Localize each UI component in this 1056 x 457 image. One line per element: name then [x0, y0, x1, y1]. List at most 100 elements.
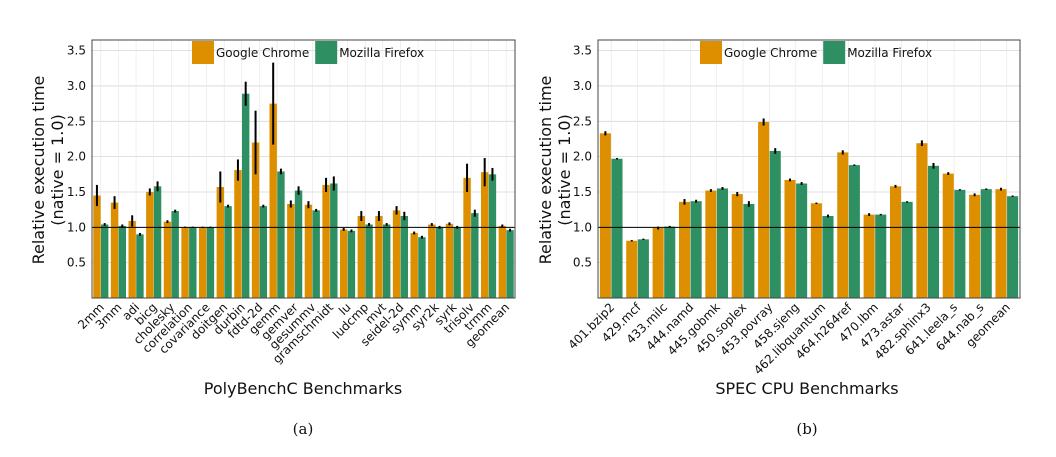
bar — [743, 203, 755, 298]
bar — [995, 189, 1007, 298]
bar — [848, 165, 860, 298]
plot-frame — [597, 39, 1021, 299]
bar — [927, 165, 940, 298]
bar — [758, 121, 770, 298]
y-axis-label: Relative execution time — [536, 76, 555, 265]
y-tick-label: 2.0 — [573, 150, 592, 164]
bar — [611, 158, 623, 298]
bar — [506, 230, 514, 298]
bar — [365, 224, 373, 298]
x-axis-label: PolyBenchC Benchmarks — [204, 379, 402, 398]
bar — [498, 225, 507, 298]
y-tick-label: 0.5 — [573, 256, 592, 270]
bar — [347, 230, 356, 298]
bar — [100, 224, 109, 298]
bar — [716, 188, 729, 298]
series-chrome — [599, 118, 1007, 298]
bar — [234, 170, 242, 298]
bar — [652, 228, 664, 298]
legend: Google Chrome Mozilla Firefox — [192, 41, 424, 64]
legend-swatch — [700, 41, 722, 64]
bar — [690, 201, 702, 298]
bar — [954, 189, 966, 298]
bar — [731, 194, 743, 298]
bar — [463, 177, 471, 298]
bar — [637, 239, 649, 298]
bar — [1007, 196, 1019, 298]
bar — [171, 211, 179, 298]
bar — [678, 201, 691, 298]
bar — [118, 225, 127, 298]
bar — [146, 191, 154, 298]
bar — [216, 187, 225, 298]
bar — [251, 142, 260, 298]
legend-swatch — [823, 41, 846, 64]
caption: (a) — [293, 420, 314, 438]
bar — [339, 229, 348, 298]
y-tick-label: 0.5 — [67, 256, 86, 270]
legend-label: Mozilla Firefox — [847, 46, 932, 60]
bar — [269, 103, 277, 298]
bar — [769, 150, 781, 298]
y-tick-label: 1.5 — [67, 185, 86, 199]
grid — [92, 40, 515, 298]
bar — [418, 237, 426, 298]
legend: Google Chrome Mozilla Firefox — [700, 41, 932, 64]
y-axis-label: Relative execution time — [29, 76, 48, 265]
legend-swatch — [315, 41, 338, 64]
bar — [357, 216, 366, 298]
y-axis-sublabel: (native = 1.0) — [48, 114, 67, 225]
y-tick-label: 3.0 — [67, 79, 86, 93]
bar — [916, 143, 928, 298]
bar — [471, 213, 479, 298]
bar — [428, 224, 436, 298]
bar — [181, 227, 189, 298]
caption: (b) — [796, 420, 817, 438]
bar — [810, 203, 822, 298]
bar — [312, 210, 320, 298]
bar — [784, 179, 796, 298]
bar — [488, 174, 497, 298]
bar — [163, 221, 172, 298]
bar — [136, 234, 144, 298]
bar — [599, 133, 611, 298]
chart-spec-cpu: Relative execution time (native = 1.0) S… — [536, 39, 1021, 438]
bar — [128, 220, 136, 298]
plot-frame — [91, 39, 516, 299]
y-tick-label: 3.5 — [573, 44, 592, 58]
bar — [153, 186, 162, 298]
bar — [241, 93, 250, 298]
bar — [400, 216, 409, 298]
legend-label: Mozilla Firefox — [339, 46, 424, 60]
legend-label: Google Chrome — [724, 46, 817, 60]
legend-label: Google Chrome — [216, 46, 309, 60]
bar — [259, 206, 268, 298]
y-tick-label: 2.5 — [67, 114, 86, 128]
bar — [863, 214, 875, 298]
y-tick-label: 3.5 — [67, 44, 86, 58]
bar — [277, 171, 285, 298]
x-axis-label: SPEC CPU Benchmarks — [715, 379, 898, 398]
bar — [664, 226, 676, 298]
bar — [435, 227, 444, 298]
legend-swatch — [192, 41, 214, 64]
y-tick-label: 1.5 — [573, 185, 592, 199]
bar — [224, 206, 232, 298]
series-chrome — [93, 62, 507, 298]
chart-polybench: Relative execution time (native = 1.0) P… — [29, 39, 516, 438]
bar — [942, 173, 954, 298]
series-firefox — [611, 148, 1019, 298]
bar — [110, 202, 119, 298]
bar — [705, 190, 717, 298]
bar — [626, 240, 638, 298]
series-firefox — [100, 81, 514, 298]
bar — [198, 227, 207, 298]
y-tick-label: 2.0 — [67, 150, 86, 164]
bar — [837, 152, 849, 298]
bar — [969, 194, 981, 298]
bar — [822, 216, 834, 298]
bar — [392, 210, 401, 298]
bar — [901, 201, 913, 298]
bar — [382, 224, 391, 298]
